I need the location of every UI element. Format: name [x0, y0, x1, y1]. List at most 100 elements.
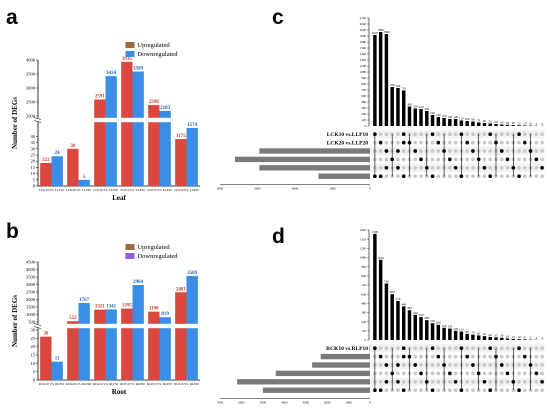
matrix-dot-d-2-28: [534, 363, 539, 367]
intersection-value-c-19: 60: [483, 119, 487, 123]
intersection-bar-d-14: [453, 330, 458, 340]
intersection-tick-label-d-3: 360: [361, 311, 366, 315]
matrix-dot-c-4-2: [384, 165, 389, 170]
matrix-dot-d-3-10: [430, 371, 435, 376]
intersection-bar-c-8: [419, 109, 423, 126]
matrix-dot-c-3-20: [488, 157, 493, 162]
matrix-dot-c-1-25: [517, 140, 521, 145]
matrix-dot-d-0-11: [436, 346, 441, 351]
intersection-value-d-20: 40: [489, 333, 493, 337]
matrix-dot-c-2-17: [471, 149, 475, 153]
bar-b-downregulated-1: [78, 302, 90, 380]
intersection-tick-label-c-15: 1800: [360, 34, 367, 38]
intersection-value-d-6: 390: [407, 306, 412, 310]
matrix-dot-c-2-16: [465, 149, 469, 153]
x-tick-label-b-0: RCK10 VS. RLP10: [39, 382, 65, 386]
matrix-dot-d-4-16: [465, 379, 469, 384]
intersection-bar-c-20: [488, 123, 492, 126]
y-tick-label-b-8: 1000: [26, 312, 36, 317]
bar-a-downregulated-1: [78, 179, 90, 186]
intersection-bar-d-11: [436, 324, 441, 340]
intersection-value-d-28: 3: [536, 336, 538, 340]
legend-label-down-b: Downregulated: [137, 253, 178, 260]
matrix-dot-c-5-11: [436, 174, 441, 179]
matrix-dot-c-1-14: [453, 140, 458, 145]
intersection-value-c-3: 780: [390, 83, 395, 87]
matrix-dot-d-5-29: [540, 388, 544, 393]
intersection-value-c-5: 710: [401, 87, 406, 91]
matrix-dot-d-1-7: [413, 354, 418, 359]
matrix-dot-c-4-16: [465, 165, 469, 170]
matrix-dot-d-5-16: [465, 388, 469, 393]
matrix-dot-d-3-14: [453, 371, 458, 376]
matrix-dot-c-5-10: [430, 174, 435, 179]
intersection-value-c-27: 8: [530, 122, 532, 126]
bar-value-b-1-5: 3569: [187, 271, 198, 276]
intersection-tick-label-d-6: 720: [361, 283, 366, 287]
legend-label-up-b: Upregulated: [137, 244, 170, 251]
set-label-c-1: LCK20 vs.LLP20: [327, 141, 369, 147]
set-size-tick-label-c-4: 0: [369, 186, 371, 190]
intersection-tick-label-c-10: 1200: [360, 64, 367, 68]
legend-label-down-a: Downregulated: [137, 51, 178, 58]
matrix-dot-d-3-11: [436, 371, 441, 376]
x-tick-label-b-1: RCK20 VS. RLP20: [66, 382, 92, 386]
axis-break-band-a: [34, 117, 202, 123]
intersection-value-d-14: 120: [453, 327, 458, 331]
matrix-dot-c-0-16: [465, 132, 469, 137]
matrix-dot-c-3-16: [465, 157, 469, 162]
bar-value-a-0-0: 323: [42, 158, 50, 163]
matrix-dot-c-5-14: [453, 174, 458, 179]
matrix-dot-d-4-14: [453, 379, 458, 384]
intersection-value-c-11: 180: [436, 113, 441, 117]
matrix-dot-c-1-13: [448, 140, 452, 145]
intersection-value-d-1: 1050: [377, 256, 384, 260]
intersection-bar-c-5: [401, 90, 406, 126]
bar-value-b-1-1: 1767: [79, 298, 90, 303]
y-tick-label-a-7: 35: [31, 140, 36, 145]
bar-value-b-0-0: 26: [43, 332, 49, 337]
matrix-dot-c-3-7: [413, 157, 418, 162]
intersection-value-c-1: 1880: [377, 28, 384, 32]
matrix-dot-c-3-19: [482, 157, 487, 162]
matrix-dot-c-4-17: [471, 165, 475, 170]
matrix-dot-c-5-1: [378, 174, 383, 179]
set-label-c-0: LCK10 vs.LLP10: [327, 132, 369, 138]
intersection-bar-d-0: [373, 233, 377, 340]
intersection-bar-c-15: [459, 120, 464, 126]
panel-label-b: b: [6, 220, 19, 243]
intersection-tick-label-d-10: 1200: [360, 247, 367, 251]
matrix-dot-d-5-28: [534, 388, 539, 393]
matrix-dot-c-5-22: [499, 174, 504, 179]
intersection-value-c-28: 5: [536, 122, 538, 126]
matrix-dot-d-4-10: [430, 379, 435, 384]
legend-label-up-a: Upregulated: [137, 42, 170, 49]
y-tick-label-b-15: 4500: [26, 260, 36, 265]
intersection-bar-c-23: [505, 124, 510, 126]
intersection-bar-d-13: [448, 328, 452, 340]
matrix-dot-d-4-19: [482, 379, 487, 384]
matrix-dot-c-0-20: [488, 132, 493, 137]
legend-swatch-up-a: [125, 42, 135, 48]
matrix-dot-d-0-10: [430, 346, 435, 351]
bar-b-upregulated-3: [121, 308, 133, 380]
matrix-dot-c-4-7: [413, 165, 418, 170]
intersection-bar-c-21: [494, 124, 498, 126]
matrix-dot-c-2-28: [534, 149, 539, 153]
matrix-dot-c-0-26: [522, 132, 527, 137]
matrix-dot-d-5-19: [482, 388, 487, 393]
intersection-bar-d-21: [494, 337, 498, 340]
intersection-value-d-17: 70: [471, 331, 475, 335]
matrix-dot-d-1-8: [419, 354, 423, 359]
intersection-bar-d-2: [384, 283, 389, 340]
bar-b-downregulated-0: [51, 361, 63, 380]
matrix-dot-c-1-17: [471, 140, 475, 145]
matrix-row-shade-d-0: [370, 344, 545, 353]
matrix-dot-d-1-11: [436, 354, 441, 359]
matrix-dot-d-4-25: [517, 379, 521, 384]
set-size-bar-c-5: [318, 173, 370, 179]
matrix-dot-d-2-26: [522, 363, 527, 367]
set-size-tick-label-c-3: 2000: [329, 186, 336, 190]
y-tick-label-a-1: 5: [33, 177, 36, 182]
matrix-dot-d-4-11: [436, 379, 441, 384]
